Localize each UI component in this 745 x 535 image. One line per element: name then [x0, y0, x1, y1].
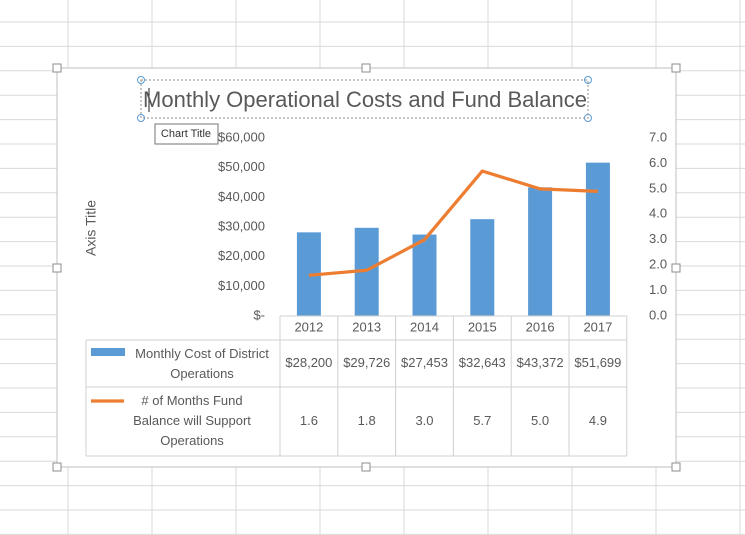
y-tick-label: $20,000: [218, 248, 265, 263]
resize-handle: [361, 462, 371, 472]
table-cell: $27,453: [401, 355, 448, 370]
x-tick-label: 2016: [526, 319, 555, 334]
x-tick-label: 2013: [352, 319, 381, 334]
y2-tick-label: 2.0: [649, 257, 667, 272]
legend-label: Monthly Cost of District Operations: [135, 346, 269, 381]
y2-tick-label: 5.0: [649, 180, 667, 195]
legend-swatch: [91, 348, 125, 356]
chart-title[interactable]: Monthly Operational Costs and Fund Balan…: [143, 87, 587, 112]
y2-tick-label: 7.0: [649, 129, 667, 144]
x-tick-label: 2017: [583, 319, 612, 334]
table-cell: $32,643: [459, 355, 506, 370]
y-tick-label: $10,000: [218, 278, 265, 293]
title-handle: [584, 76, 592, 84]
table-cell: 1.8: [358, 413, 376, 428]
resize-handle: [671, 263, 681, 273]
resize-handle: [671, 63, 681, 73]
y2-tick-label: 0.0: [649, 307, 667, 322]
line: [308, 169, 598, 277]
table-cell: $28,200: [285, 355, 332, 370]
y-tick-label: $50,000: [218, 159, 265, 174]
resize-handle: [671, 462, 681, 472]
bar: [585, 162, 610, 316]
bar: [528, 187, 553, 316]
table-cell: $43,372: [517, 355, 564, 370]
x-tick-label: 2012: [294, 319, 323, 334]
table-cell: $29,726: [343, 355, 390, 370]
legend-label: # of Months Fund Balance will Support Op…: [133, 393, 251, 448]
y2-tick-label: 3.0: [649, 231, 667, 246]
table-cell: 4.9: [589, 413, 607, 428]
table-cell: 5.0: [531, 413, 549, 428]
y-tick-label: $-: [253, 307, 265, 322]
title-selection: [140, 79, 589, 119]
y-axis-title[interactable]: Axis Title: [83, 200, 99, 256]
resize-handle: [52, 263, 62, 273]
x-tick-label: 2014: [410, 319, 439, 334]
y-tick-label: $40,000: [218, 189, 265, 204]
resize-handle: [52, 462, 62, 472]
y2-tick-label: 6.0: [649, 155, 667, 170]
table-cell: 1.6: [300, 413, 318, 428]
y2-tick-label: 1.0: [649, 282, 667, 297]
bar: [412, 234, 437, 316]
tooltip-box: [154, 123, 219, 145]
x-tick-label: 2015: [468, 319, 497, 334]
table-cell: 3.0: [415, 413, 433, 428]
table-cell: 5.7: [473, 413, 491, 428]
tooltip: Chart Title: [161, 128, 211, 140]
y2-tick-label: 4.0: [649, 206, 667, 221]
table-cell: $51,699: [574, 355, 621, 370]
resize-handle: [361, 63, 371, 73]
y-tick-label: $60,000: [218, 129, 265, 144]
resize-handle: [52, 63, 62, 73]
plot: $- $10,000 $20,000 $30,000 $40,000 $50,000 $60…: [85, 129, 667, 457]
bar: [470, 219, 495, 316]
y-tick-label: $30,000: [218, 218, 265, 233]
